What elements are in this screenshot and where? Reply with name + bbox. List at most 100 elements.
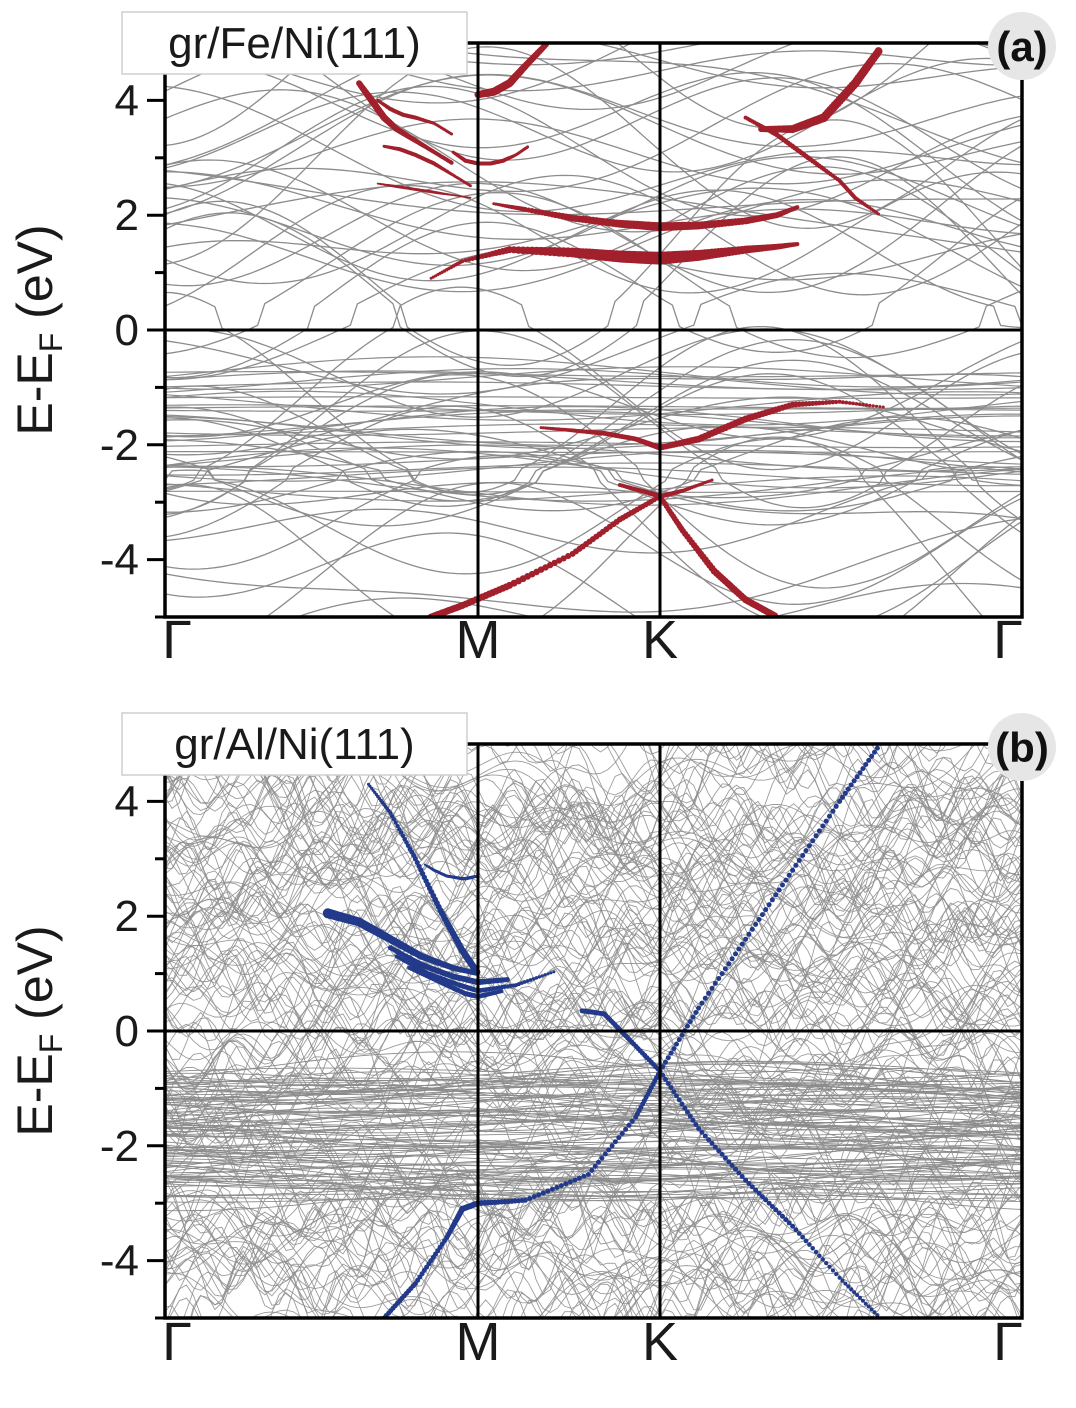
projected-point — [847, 401, 852, 405]
projected-point — [786, 1220, 792, 1226]
projected-point — [710, 478, 714, 482]
projected-point — [543, 973, 547, 977]
projected-point — [824, 1260, 829, 1266]
projected-point — [623, 1126, 629, 1132]
y-tick-label: 0 — [115, 306, 139, 355]
projected-point — [800, 1234, 806, 1240]
projected-point — [810, 838, 816, 844]
bulk-band — [165, 1109, 1022, 1114]
bulk-band — [165, 812, 1022, 900]
projected-point — [690, 1117, 696, 1123]
projected-point — [572, 1177, 578, 1183]
bulk-band — [165, 886, 1022, 1031]
panel-title: gr/Fe/Ni(111) — [168, 19, 421, 68]
bulk-band — [165, 449, 1022, 482]
bulk-band — [165, 408, 1022, 412]
bulk-band — [165, 1083, 1022, 1125]
bulk-band — [165, 744, 1022, 860]
projected-point — [813, 1249, 819, 1255]
projected-point — [806, 843, 812, 849]
projected-point — [546, 972, 550, 976]
bulk-band — [168, 43, 634, 104]
bulk-band — [165, 788, 1022, 913]
bulk-band — [165, 1239, 1022, 1313]
bulk-band — [165, 1012, 1022, 1146]
panel-a: -4 -2 0 2 4 E-EF (eV) Γ M K Γgr/Fe/Ni(111) (a) — [7, 11, 1056, 670]
projected-point — [545, 1188, 551, 1194]
projected-point — [463, 258, 468, 263]
projected-point — [851, 401, 855, 406]
bulk-band — [165, 466, 1022, 506]
k-point-label: M — [456, 610, 501, 670]
projected-point — [388, 810, 393, 815]
projected-bands — [322, 745, 880, 1318]
projected-point — [729, 1163, 735, 1168]
projected-point — [665, 1055, 671, 1061]
bulk-band — [165, 810, 1022, 919]
bulk-band — [165, 1051, 1022, 1093]
bulk-band — [165, 465, 1022, 554]
bulk-band — [265, 482, 1022, 617]
projected-point — [699, 1129, 705, 1135]
bulk-band — [165, 1161, 1022, 1202]
projected-point — [585, 1172, 591, 1177]
bulk-band — [165, 1191, 1022, 1203]
projected-point — [776, 887, 782, 893]
projected-point — [393, 820, 398, 825]
projected-point — [526, 145, 530, 149]
projected-point — [527, 1196, 533, 1201]
bulk-band — [165, 1095, 1022, 1129]
axes-frame — [163, 742, 1024, 1320]
projected-point — [541, 426, 545, 430]
projected-upper-rising — [445, 874, 479, 881]
projected-point — [872, 1310, 877, 1315]
projected-point — [845, 786, 851, 792]
projected-point — [606, 1147, 612, 1153]
projected-point — [391, 817, 396, 822]
bulk-band — [165, 1175, 1022, 1275]
projected-point — [857, 402, 862, 406]
projected-point — [499, 989, 504, 994]
projected-point — [554, 1184, 560, 1190]
bulk-band — [165, 73, 1022, 215]
bulk-band — [165, 1183, 1022, 1318]
y-tick-label: 0 — [115, 1007, 139, 1056]
projected-point — [665, 1081, 671, 1086]
projected-point — [536, 1192, 542, 1198]
bulk-band — [165, 891, 1022, 1016]
projected-point — [874, 404, 879, 408]
bulk-band — [165, 444, 1022, 472]
bulk-band — [165, 1067, 1022, 1081]
bulk-band — [295, 582, 1022, 617]
bulk-band — [165, 1198, 1008, 1318]
projected-point — [871, 404, 875, 408]
projected-point — [786, 872, 792, 878]
projected-point — [769, 897, 775, 903]
bulk-band — [165, 794, 1022, 899]
bulk-band — [165, 1175, 1022, 1179]
projected-point — [827, 1264, 832, 1269]
bulk-band — [165, 119, 1022, 366]
bulk-band — [165, 1202, 1022, 1282]
projected-point — [733, 951, 738, 957]
bulk-band — [165, 1134, 1022, 1143]
bulk-band — [165, 415, 1022, 446]
bulk-band — [168, 1215, 1022, 1318]
projected-point — [810, 1246, 815, 1251]
projected-bundle-3 — [394, 954, 556, 994]
projected-point — [834, 399, 839, 405]
bulk-band — [183, 1126, 1022, 1318]
bulk-band — [165, 750, 1022, 947]
projected-point — [706, 1137, 712, 1143]
projected-point — [840, 1278, 845, 1283]
bulk-band — [165, 405, 1022, 409]
k-point-label: M — [456, 1312, 501, 1372]
projected-point — [790, 1223, 796, 1229]
projected-point — [817, 1253, 822, 1258]
projected-K-crossing-left — [427, 495, 660, 617]
bulk-band — [165, 751, 1022, 846]
bulk-band — [165, 897, 1022, 964]
bulk-band — [165, 929, 1022, 1041]
projected-point — [397, 827, 402, 832]
bulk-band — [249, 1242, 1022, 1318]
